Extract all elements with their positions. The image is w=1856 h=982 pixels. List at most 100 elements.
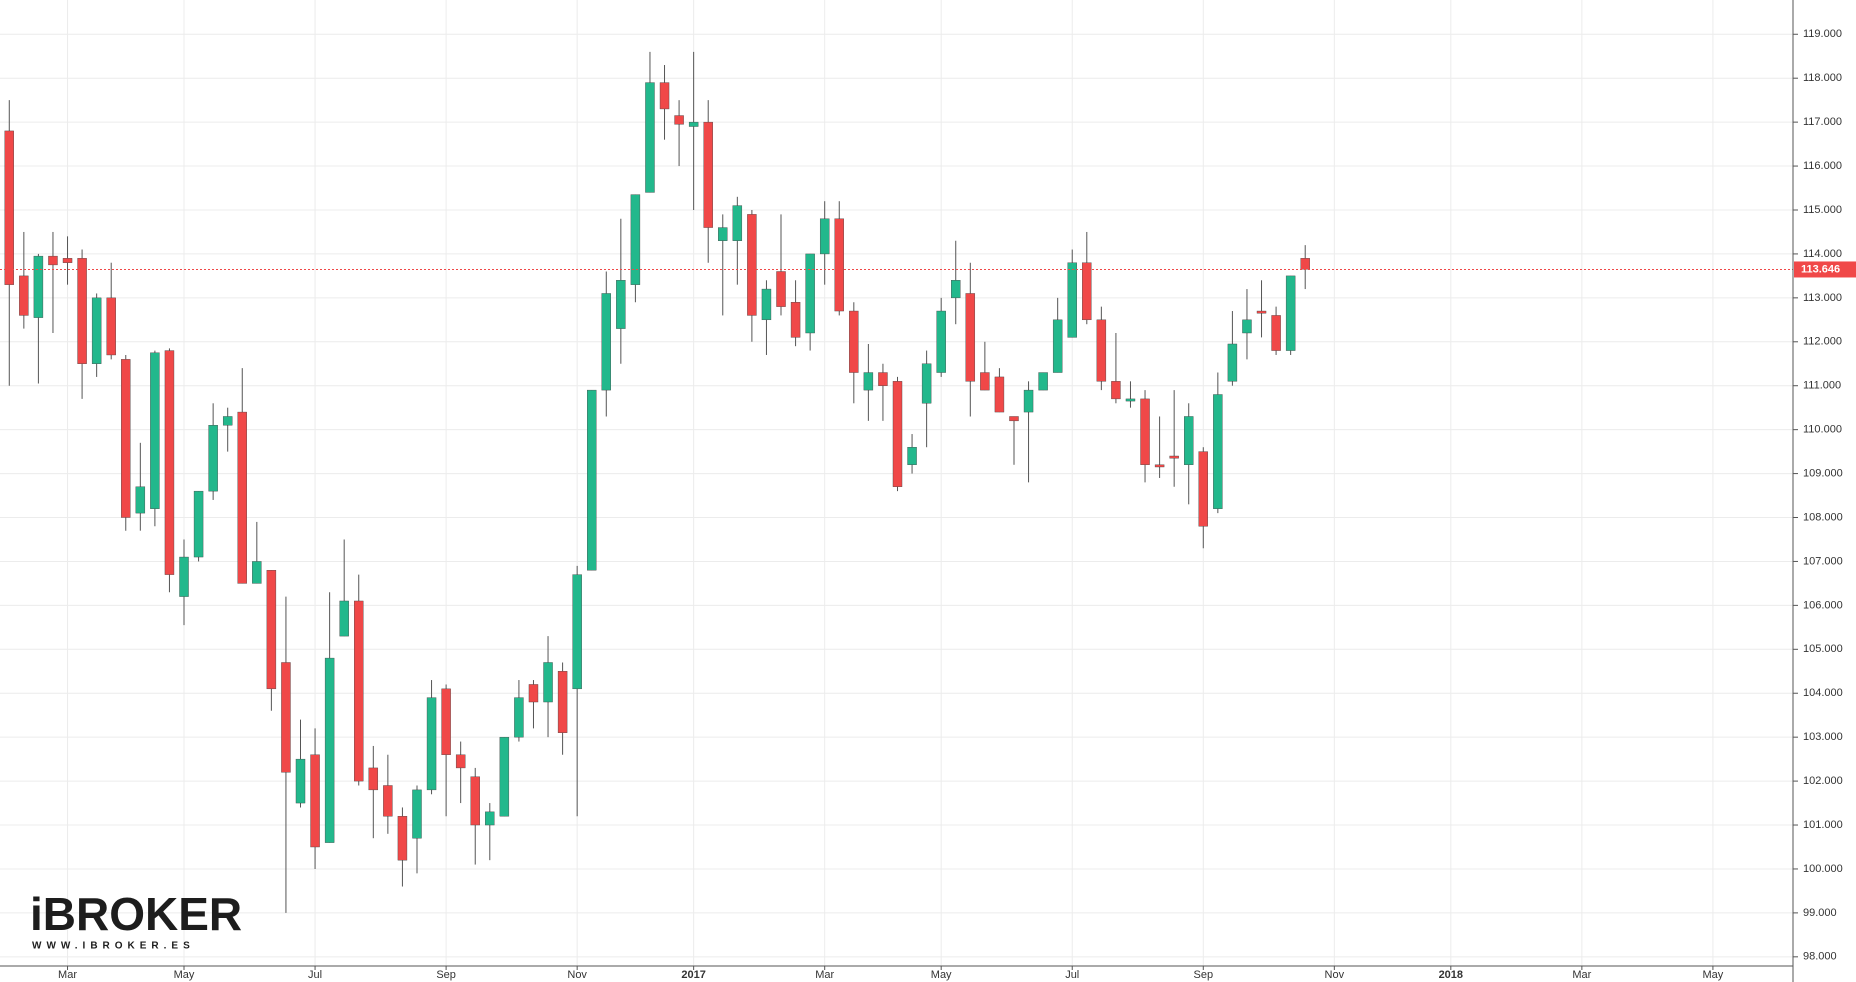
x-tick-label: Nov <box>567 969 587 981</box>
x-tick-label: May <box>1703 969 1724 981</box>
candle-body <box>441 688 451 755</box>
candle-body <box>1256 310 1267 314</box>
axis-layer: 98.000 99.000 100.000 101.000 102.000 103.000… <box>58 28 1856 981</box>
y-tick-label: 117.000 <box>1803 116 1842 128</box>
candle-body <box>1067 262 1077 338</box>
candle-body <box>980 372 990 391</box>
candle-body <box>703 121 713 228</box>
y-tick-label: 100.000 <box>1803 863 1843 875</box>
candle-body <box>834 218 844 312</box>
y-tick-label: 99.000 <box>1803 907 1837 919</box>
candle-body <box>892 381 903 487</box>
candle-body <box>572 574 582 690</box>
candle-body <box>1111 381 1121 400</box>
y-tick-label: 119.000 <box>1803 28 1842 40</box>
candle-body <box>543 662 553 703</box>
candle-body <box>1023 389 1034 413</box>
candle-body <box>412 789 422 839</box>
candle-body <box>732 205 743 241</box>
last-price-tag <box>1794 261 1856 278</box>
candle-body <box>951 280 961 299</box>
candle-body <box>426 697 437 791</box>
candle-body <box>266 570 277 690</box>
candle-body <box>237 411 247 584</box>
candle-body <box>994 376 1005 413</box>
candle-body <box>91 297 102 364</box>
candle-body <box>164 350 175 575</box>
candle-body <box>659 82 670 110</box>
candle-body <box>1169 455 1179 459</box>
candle-body <box>135 486 146 514</box>
candle-body <box>776 271 786 307</box>
candle-body <box>33 255 44 318</box>
y-tick-label: 105.000 <box>1803 643 1843 655</box>
y-tick-label: 112.000 <box>1803 336 1842 348</box>
candle-body <box>849 310 859 373</box>
candle-body <box>1096 319 1107 382</box>
y-tick-label: 108.000 <box>1803 511 1843 523</box>
candle-body <box>805 253 815 334</box>
y-tick-label: 104.000 <box>1803 687 1843 699</box>
candle-body <box>1125 398 1136 402</box>
y-tick-label: 107.000 <box>1803 555 1843 567</box>
y-tick-label: 109.000 <box>1803 467 1843 479</box>
candle-body <box>1154 464 1165 468</box>
y-tick-label: 110.000 <box>1803 424 1842 436</box>
candle-body <box>1009 416 1019 422</box>
candle-body <box>1285 275 1296 351</box>
candle-body <box>383 785 393 817</box>
x-tick-label: Jul <box>1065 969 1079 981</box>
candle-body <box>907 447 917 465</box>
x-tick-label: Mar <box>815 969 834 981</box>
candle-body <box>528 684 539 703</box>
y-tick-label: 98.000 <box>1803 951 1837 963</box>
x-tick-label: Jul <box>308 969 322 981</box>
candle-body <box>62 258 73 263</box>
x-tick-label: Mar <box>1572 969 1591 981</box>
candle-body <box>193 490 204 558</box>
candle-body <box>4 130 14 285</box>
candle-body <box>688 121 699 127</box>
y-tick-label: 116.000 <box>1803 160 1842 172</box>
candle-body <box>470 776 480 826</box>
candle-body <box>295 758 306 804</box>
candle-body <box>921 363 932 404</box>
candle-body <box>150 352 160 509</box>
candle-body <box>208 425 218 492</box>
candle-body <box>222 416 233 426</box>
x-tick-label: Mar <box>58 969 77 981</box>
x-tick-label: 2018 <box>1439 969 1463 981</box>
candle-body <box>630 194 641 285</box>
candle-body <box>310 754 320 848</box>
candle-body <box>819 218 830 255</box>
candle-body <box>339 600 349 637</box>
candle-body <box>324 657 335 843</box>
logo-name: iBROKER <box>30 888 242 940</box>
candle-body <box>19 275 29 316</box>
y-tick-label: 115.000 <box>1803 204 1842 216</box>
candle-body <box>863 372 874 391</box>
candle-body <box>48 255 58 266</box>
y-tick-label: 102.000 <box>1803 775 1843 787</box>
x-tick-label: 2017 <box>681 969 705 981</box>
logo-url: WWW.IBROKER.ES <box>32 941 195 952</box>
candle-body <box>718 227 728 241</box>
candle-body <box>354 600 364 782</box>
candle-body <box>761 288 772 321</box>
candle-body <box>1198 451 1208 527</box>
candle-body <box>616 280 626 329</box>
candle-body <box>514 697 524 738</box>
y-tick-label: 111.000 <box>1803 380 1841 392</box>
y-tick-label: 118.000 <box>1803 72 1842 84</box>
candle-body <box>106 297 116 356</box>
y-tick-label: 106.000 <box>1803 599 1843 611</box>
candle-body <box>557 671 568 733</box>
candle-body <box>1271 315 1281 351</box>
candle-body <box>674 115 684 125</box>
candles <box>0 51 1793 913</box>
candle-body <box>645 82 655 193</box>
candle-body <box>1242 319 1252 334</box>
candle-body <box>499 736 510 817</box>
candle-body <box>1082 262 1092 321</box>
